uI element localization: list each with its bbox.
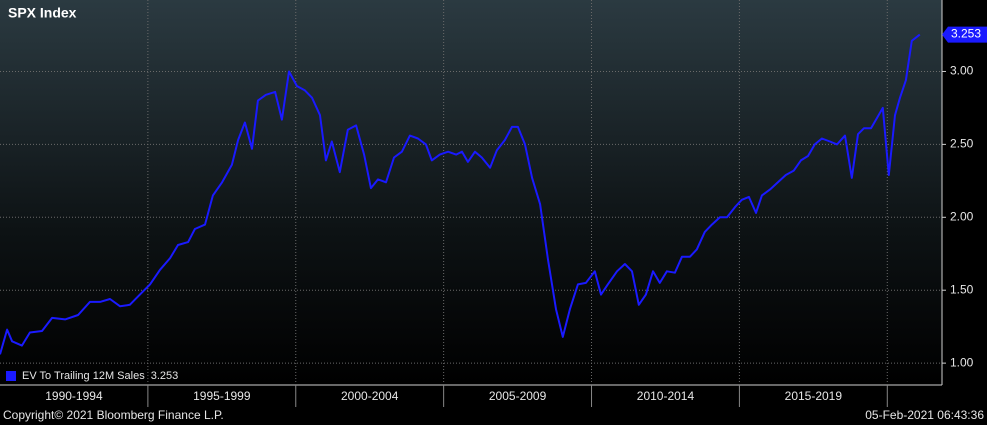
y-tick-label: 2.00 <box>950 209 974 223</box>
y-tick-label: 3.00 <box>950 64 974 78</box>
x-tick-label: 2005-2009 <box>489 389 547 403</box>
x-axis-background <box>0 385 942 407</box>
legend-label: EV To Trailing 12M Sales <box>22 370 145 382</box>
legend-swatch <box>6 371 16 381</box>
series-line <box>0 33 921 355</box>
x-tick-label: 2010-2014 <box>637 389 695 403</box>
x-tick-label: 1990-1994 <box>45 389 103 403</box>
axis-background <box>942 0 987 407</box>
y-tick-label: 2.50 <box>950 137 974 151</box>
plot-background <box>0 0 942 385</box>
x-tick-label: 2000-2004 <box>341 389 399 403</box>
footer-left: Copyright© 2021 Bloomberg Finance L.P. <box>3 408 224 422</box>
legend-value: 3.253 <box>151 370 179 382</box>
chart-title: SPX Index <box>8 5 77 21</box>
y-tick-label: 1.00 <box>950 355 974 369</box>
x-tick-label: 2015-2019 <box>785 389 843 403</box>
last-value-box <box>942 26 987 43</box>
last-value-label: 3.253 <box>951 27 981 41</box>
x-tick-label: 1995-1999 <box>193 389 251 403</box>
footer-right: 05-Feb-2021 06:43:36 <box>865 408 984 422</box>
y-tick-label: 1.50 <box>950 282 974 296</box>
